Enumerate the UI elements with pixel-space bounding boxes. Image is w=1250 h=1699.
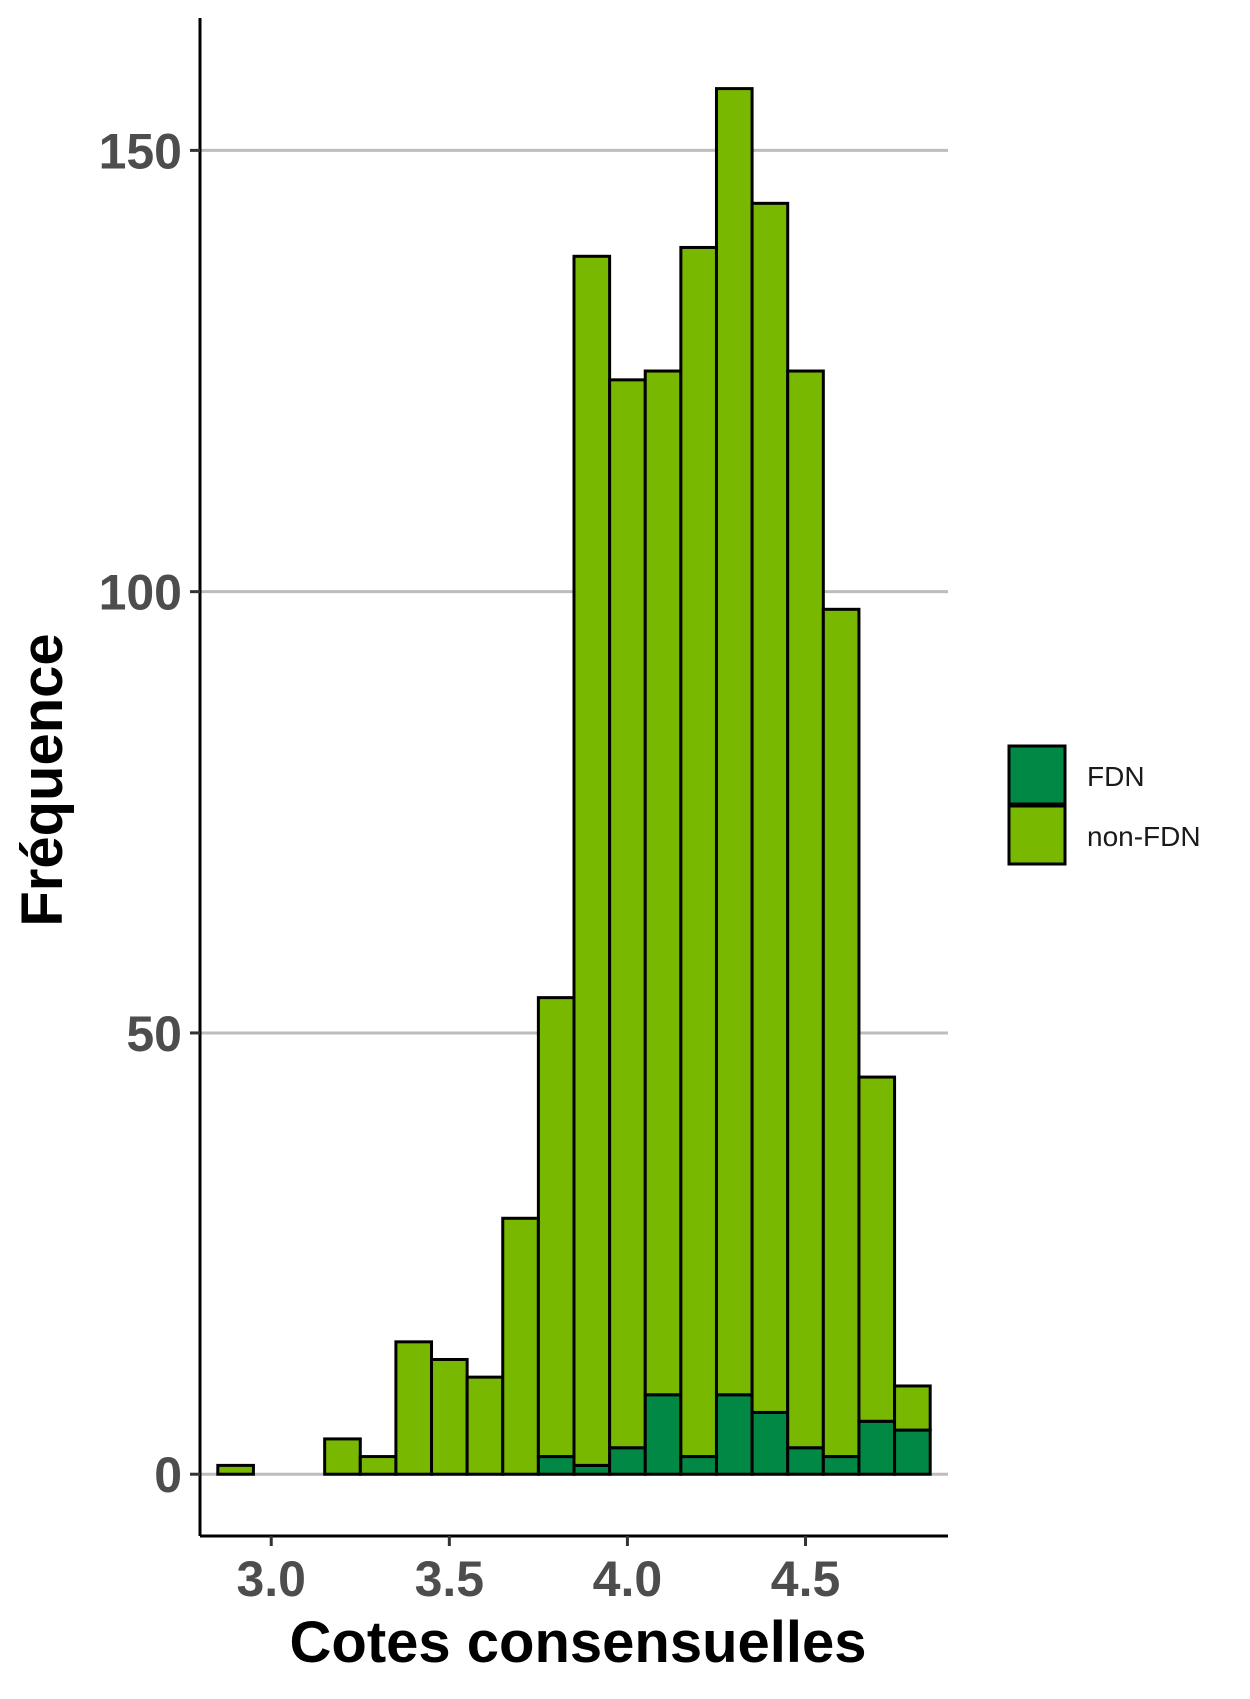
legend-key-non-fdn — [1007, 804, 1067, 866]
bar-non-fdn-4.8 — [893, 1384, 932, 1432]
bar-fdn-4.4 — [750, 1410, 790, 1476]
bar-non-fdn-3.6 — [465, 1375, 505, 1476]
bar-fdn-4.5 — [786, 1446, 825, 1476]
x-axis-title: Cotes consensuelles — [290, 1610, 867, 1675]
x-tick-label-3.0: 3.0 — [236, 1551, 306, 1607]
bar-non-fdn-3.4 — [394, 1340, 434, 1476]
bar-non-fdn-4.4 — [750, 201, 790, 1414]
bar-non-fdn-3.8 — [536, 996, 576, 1459]
bar-fdn-4.2 — [679, 1455, 718, 1476]
bar-non-fdn-4.6 — [821, 607, 861, 1459]
bar-fdn-4.3 — [714, 1393, 754, 1476]
y-axis-title: Fréquence — [10, 633, 75, 926]
x-tick-label-3.5: 3.5 — [415, 1551, 485, 1607]
x-tick-label-4.0: 4.0 — [593, 1551, 663, 1607]
bar-non-fdn-4.2 — [679, 245, 718, 1459]
bar-fdn-4.0 — [608, 1446, 647, 1476]
legend-label-fdn: FDN — [1087, 761, 1145, 792]
bar-non-fdn-4.0 — [608, 378, 647, 1450]
x-tick-label-4.5: 4.5 — [771, 1551, 841, 1607]
bar-non-fdn-4.3 — [714, 87, 754, 1397]
legend-key-fdn — [1007, 744, 1067, 806]
bar-fdn-4.8 — [893, 1428, 932, 1476]
legend-label-non-fdn: non-FDN — [1087, 821, 1201, 852]
legend: FDN non-FDN — [1007, 744, 1201, 866]
tick-labels: 0 50 100 150 3.0 3.5 4.0 4.5 — [99, 123, 841, 1607]
y-tick-label-100: 100 — [99, 565, 182, 621]
bars — [216, 87, 932, 1476]
bar-non-fdn-2.9 — [216, 1463, 255, 1476]
bar-non-fdn-3.7 — [501, 1216, 540, 1476]
y-tick-label-150: 150 — [99, 123, 182, 179]
bar-non-fdn-3.2 — [323, 1437, 362, 1476]
bar-non-fdn-3.9 — [572, 254, 612, 1467]
bar-non-fdn-4.7 — [857, 1075, 897, 1423]
bar-fdn-3.8 — [536, 1455, 576, 1476]
bar-non-fdn-4.1 — [643, 369, 683, 1397]
bar-fdn-4.6 — [821, 1455, 861, 1476]
axes — [198, 18, 948, 1538]
bar-fdn-4.7 — [857, 1419, 897, 1476]
y-tick-label-0: 0 — [154, 1447, 182, 1503]
bar-fdn-4.1 — [643, 1393, 683, 1476]
bar-non-fdn-4.5 — [786, 369, 825, 1450]
bar-non-fdn-3.5 — [430, 1357, 469, 1476]
y-tick-label-50: 50 — [126, 1006, 182, 1062]
bar-non-fdn-3.3 — [358, 1455, 398, 1476]
